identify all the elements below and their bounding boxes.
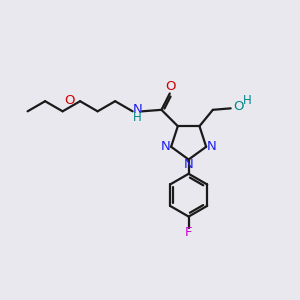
Text: H: H	[243, 94, 252, 106]
Text: N: N	[161, 140, 171, 153]
Text: F: F	[185, 226, 192, 239]
Text: O: O	[64, 94, 75, 107]
Text: O: O	[234, 100, 244, 113]
Text: N: N	[133, 103, 142, 116]
Text: N: N	[207, 140, 216, 153]
Text: H: H	[133, 111, 142, 124]
Text: O: O	[165, 80, 175, 93]
Text: N: N	[184, 158, 194, 171]
